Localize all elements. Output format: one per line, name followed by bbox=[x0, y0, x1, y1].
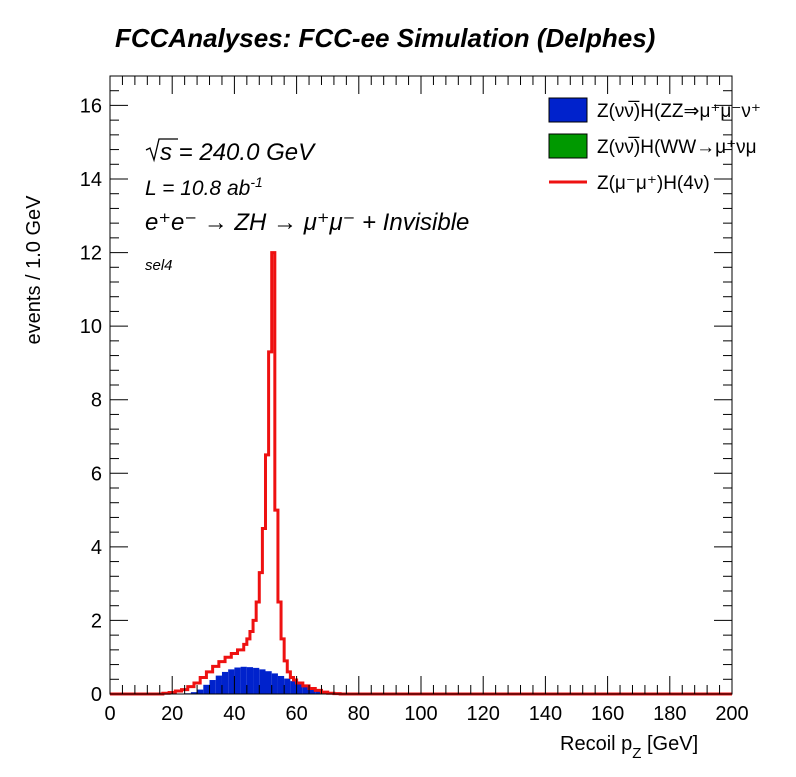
histogram-bin-zz bbox=[234, 668, 240, 694]
legend-entry-ww: Z(νν̅)H(WW→μ⁺νμ bbox=[549, 134, 757, 158]
legend-entry-zz: Z(νν̅)H(ZZ⇒μ⁺μ⁻ν⁺ bbox=[549, 98, 761, 122]
svg-text:Z(νν̅)H(WW→μ⁺νμ: Z(νν̅)H(WW→μ⁺νμ bbox=[597, 137, 757, 158]
y-tick-label: 4 bbox=[91, 537, 102, 559]
legend-swatch-ww bbox=[549, 134, 587, 158]
selection-annotation: sel4 bbox=[145, 257, 173, 274]
y-axis-label: events / 1.0 GeV bbox=[23, 195, 45, 345]
histogram-bin-zz bbox=[241, 667, 247, 694]
y-tick-label: 6 bbox=[91, 463, 102, 485]
x-tick-label: 120 bbox=[467, 703, 500, 725]
histogram-bin-zz bbox=[272, 673, 278, 694]
histogram-bin-zz bbox=[278, 676, 284, 694]
histogram-bin-zz bbox=[222, 672, 228, 694]
histogram-bin-zz bbox=[253, 668, 259, 694]
y-tick-label: 0 bbox=[91, 684, 102, 706]
x-tick-label: 0 bbox=[104, 703, 115, 725]
histogram-bin-zz bbox=[284, 679, 290, 694]
x-tick-label: 160 bbox=[591, 703, 624, 725]
histogram-bin-zz bbox=[247, 667, 253, 694]
y-tick-label: 14 bbox=[80, 169, 102, 191]
x-tick-label: 60 bbox=[285, 703, 307, 725]
x-tick-label: 180 bbox=[653, 703, 686, 725]
legend-swatch-zz bbox=[549, 98, 587, 122]
process-annotation: e⁺e⁻ → ZH → μ⁺μ⁻ + Invisible bbox=[145, 209, 469, 236]
x-tick-label: 200 bbox=[715, 703, 748, 725]
svg-text:Z(νν̅)H(ZZ⇒μ⁺μ⁻ν⁺: Z(νν̅)H(ZZ⇒μ⁺μ⁻ν⁺ bbox=[597, 101, 761, 122]
svg-text:s = 240.0 GeV: s = 240.0 GeV bbox=[160, 139, 316, 166]
y-tick-label: 10 bbox=[80, 316, 102, 338]
y-tick-label: 2 bbox=[91, 610, 102, 632]
histogram-bin-zz bbox=[228, 669, 234, 694]
y-tick-label: 8 bbox=[91, 390, 102, 412]
x-tick-label: 100 bbox=[404, 703, 437, 725]
sqrt-s-annotation: s = 240.0 GeV bbox=[146, 139, 316, 166]
svg-text:Z(μ⁻μ⁺)H(4ν): Z(μ⁻μ⁺)H(4ν) bbox=[597, 173, 710, 194]
x-tick-label: 140 bbox=[529, 703, 562, 725]
chart-title: FCCAnalyses: FCC-ee Simulation (Delphes) bbox=[115, 23, 655, 53]
x-tick-label: 80 bbox=[348, 703, 370, 725]
luminosity-annotation: L = 10.8 ab-1 bbox=[145, 174, 263, 200]
x-tick-label: 40 bbox=[223, 703, 245, 725]
histogram-bin-zz bbox=[197, 690, 203, 694]
y-tick-label: 12 bbox=[80, 243, 102, 265]
histogram-bin-zz bbox=[259, 669, 265, 694]
histogram-bin-zz bbox=[203, 685, 209, 694]
x-tick-label: 20 bbox=[161, 703, 183, 725]
y-tick-label: 16 bbox=[80, 95, 102, 117]
histogram-bin-zz bbox=[266, 671, 272, 694]
histogram-bin-zz bbox=[210, 680, 216, 694]
histogram-bin-zz bbox=[216, 676, 222, 694]
